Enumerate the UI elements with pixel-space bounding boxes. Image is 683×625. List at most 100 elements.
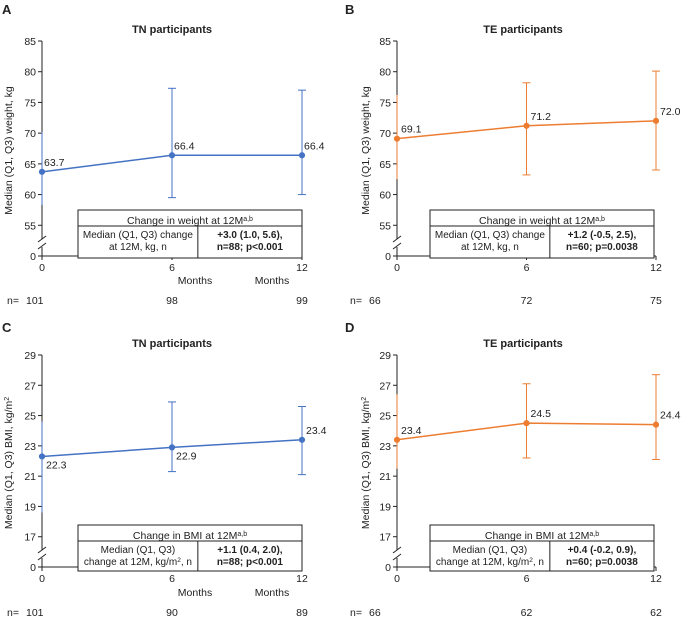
summary-label-line2-tail: , n [181,557,192,568]
y-tick-label: 27 [379,380,391,392]
panel-letter: B [345,2,354,17]
summary-box: Change in BMI at 12Ma,b Median (Q1, Q3)ch… [77,524,303,572]
summary-value-line1: +3.0 (1.0, 5.6), [217,230,283,241]
y-tick-label: 23 [24,441,36,453]
y-axis-label-sup: 2 [361,397,368,401]
axis-break-mark [392,546,402,554]
x-tick-label: 12 [650,262,662,274]
x-tick-label: 6 [169,262,175,274]
y-tick-label: 17 [24,532,36,544]
y-axis-label: Median (Q1, Q3) BMI, kg/m2 [3,397,15,529]
summary-label-line2-sup: 2 [529,557,533,564]
y-tick-label: 29 [24,350,36,362]
summary-value-line2: n=88; p<0.001 [217,557,284,568]
summary-box-border [77,209,303,259]
data-label: 66.4 [304,140,325,152]
x-axis-label: Months [178,587,212,599]
summary-value-line2: n=60; p=0.0038 [566,242,638,253]
summary-value-line1: +1.1 (0.4, 2.0), [217,545,283,556]
y-tick-label: 70 [24,128,36,140]
x-tick-label: 0 [39,262,45,274]
summary-heading-sup: a,b [237,531,247,538]
data-point [393,436,401,443]
summary-heading-sup: a,b [589,531,599,538]
summary-label-line1: Median (Q1, Q3) change [435,230,545,241]
summary-value-line1: +1.2 (-0.5, 2.5), [568,230,637,241]
n-value: 66 [369,295,381,307]
summary-box: Change in BMI at 12Ma,b Median (Q1, Q3)ch… [429,524,655,572]
summary-heading-text: Change in BMI at 12M [133,530,237,542]
axis-break-mark [37,235,47,243]
n-value: 89 [296,607,308,619]
n-prefix: n= [7,295,19,307]
summary-box-border [429,524,655,572]
summary-value-line2: n=88; p<0.001 [217,242,284,253]
summary-label-line2-text: at 12M, kg, n [109,242,167,253]
data-label: 69.1 [401,124,422,136]
axis-break-mark [392,235,402,243]
axis-break-mark [37,546,47,554]
summary-label-line2: at 12M, kg, n [461,242,519,253]
data-point [38,453,46,460]
data-label: 66.4 [174,140,195,152]
y-tick-label: 55 [24,220,36,232]
summary-box: Change in weight at 12Ma,b Median (Q1, Q3… [77,209,303,259]
panel-a: A TN participants 55 60 65 70 75 80 85 00 6 12 Month… [2,2,325,307]
y-tick-label: 19 [379,501,391,513]
summary-label-line1: Median (Q1, Q3) [101,545,175,556]
summary-label-line1: Median (Q1, Q3) change [83,230,193,241]
data-point [38,168,46,175]
n-value: 99 [296,295,308,307]
n-value: 62 [521,607,533,619]
summary-heading: Change in BMI at 12Ma,b [133,530,247,542]
x-tick-label: 6 [169,573,175,585]
data-point [393,135,401,142]
panel-d: D TE participants 17 19 21 23 25 27 29 00 6 12 Month… [255,320,681,619]
n-value: 101 [26,607,44,619]
y-tick-label-zero: 0 [385,251,391,263]
data-point [523,122,530,129]
y-axis-label-text: Median (Q1, Q3) weight, kg [360,86,372,215]
data-label: 22.3 [46,459,67,471]
y-tick-label: 75 [379,97,391,109]
data-label: 24.5 [531,408,552,420]
data-label: 63.7 [44,157,65,169]
y-tick-label: 17 [379,532,391,544]
n-value: 98 [166,295,178,307]
n-prefix: n= [350,295,362,307]
chart-title: TE participants [483,338,562,350]
y-axis-label: Median (Q1, Q3) weight, kg [360,86,372,215]
x-axis-label: Months [255,275,289,287]
y-tick-label: 25 [24,411,36,423]
summary-label-line2-text: change at 12M, kg/m [84,557,177,568]
data-label: 71.2 [531,111,552,123]
y-tick-label: 65 [379,159,391,171]
x-tick-label: 6 [524,573,530,585]
y-tick-label: 29 [379,350,391,362]
panel-letter: C [2,320,12,335]
y-tick-label: 60 [24,190,36,202]
y-tick-label: 23 [379,441,391,453]
x-axis-label: Months [178,275,212,287]
summary-heading-text: Change in weight at 12M [127,215,243,227]
chart-title: TN participants [132,24,212,36]
y-tick-label: 85 [379,36,391,48]
y-tick-label: 70 [379,128,391,140]
x-tick-label: 12 [650,573,662,585]
data-label: 72.0 [660,106,681,118]
data-label: 22.9 [176,450,197,462]
y-tick-label: 60 [379,190,391,202]
summary-label-line2: at 12M, kg, n [109,242,167,253]
panel-letter: A [2,2,12,17]
y-tick-label: 80 [379,67,391,79]
x-tick-label: 0 [394,262,400,274]
y-tick-label: 21 [24,471,36,483]
summary-value-line2: n=60; p=0.0038 [566,557,638,568]
y-tick-label: 27 [24,380,36,392]
n-value: 72 [521,295,533,307]
summary-label-line2-tail: , n [533,557,544,568]
y-tick-label: 21 [379,471,391,483]
data-point [298,152,306,159]
n-value: 90 [166,607,178,619]
